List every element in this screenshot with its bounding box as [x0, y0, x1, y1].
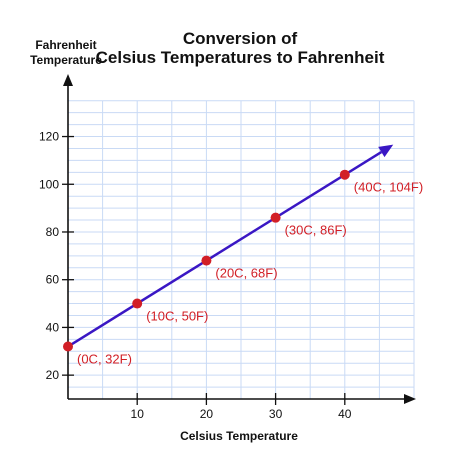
- data-label: (30C, 86F): [285, 223, 347, 238]
- y-tick-label: 60: [46, 273, 60, 287]
- x-axis-arrowhead: [404, 394, 416, 404]
- y-tick-label: 100: [39, 177, 59, 191]
- data-label: (10C, 50F): [146, 309, 208, 324]
- y-axis-arrowhead: [63, 74, 73, 86]
- chart-title-line-1: Conversion of: [183, 29, 298, 48]
- series-line: [67, 150, 383, 348]
- data-point: [270, 212, 281, 223]
- x-tick-label: 10: [131, 407, 145, 421]
- x-tick-label: 40: [338, 407, 352, 421]
- y-tick-label: 80: [46, 225, 60, 239]
- data-point: [63, 341, 73, 352]
- y-tick-label: 120: [39, 130, 59, 144]
- series: [63, 144, 394, 352]
- chart-title-line-2: Celsius Temperatures to Fahrenheit: [96, 48, 385, 67]
- ticks: 20 40 60 80 100 120 10 20 30 40: [39, 130, 352, 421]
- y-tick-label: 20: [46, 368, 60, 382]
- y-axis-title-line-1: Fahrenheit: [35, 38, 96, 52]
- x-axis-title: Celsius Temperature: [180, 429, 298, 443]
- data-point: [339, 169, 350, 180]
- x-tick-label: 20: [200, 407, 214, 421]
- data-label: (0C, 32F): [77, 352, 132, 367]
- data-point: [201, 255, 212, 266]
- labels: (0C, 32F) (10C, 50F) (20C, 68F) (30C, 86F) (…: [77, 180, 423, 367]
- y-tick-label: 40: [46, 320, 60, 334]
- y-axis-title-line-2: Temperature: [30, 53, 102, 67]
- data-label: (40C, 104F): [354, 180, 423, 195]
- grid: [68, 100, 415, 399]
- data-point: [132, 298, 143, 309]
- data-label: (20C, 68F): [215, 266, 277, 281]
- series-arrowhead: [378, 144, 394, 158]
- x-tick-label: 30: [269, 407, 283, 421]
